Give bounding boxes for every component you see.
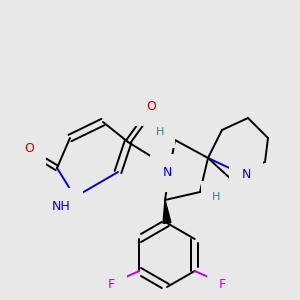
Text: N: N: [162, 167, 172, 179]
Text: NH: NH: [52, 200, 70, 214]
Polygon shape: [163, 200, 171, 223]
Text: F: F: [108, 278, 115, 292]
Text: F: F: [219, 278, 226, 292]
Text: N: N: [241, 169, 251, 182]
Text: O: O: [146, 100, 156, 113]
Text: H: H: [156, 127, 164, 137]
Text: H: H: [212, 192, 220, 202]
Text: O: O: [24, 142, 34, 154]
